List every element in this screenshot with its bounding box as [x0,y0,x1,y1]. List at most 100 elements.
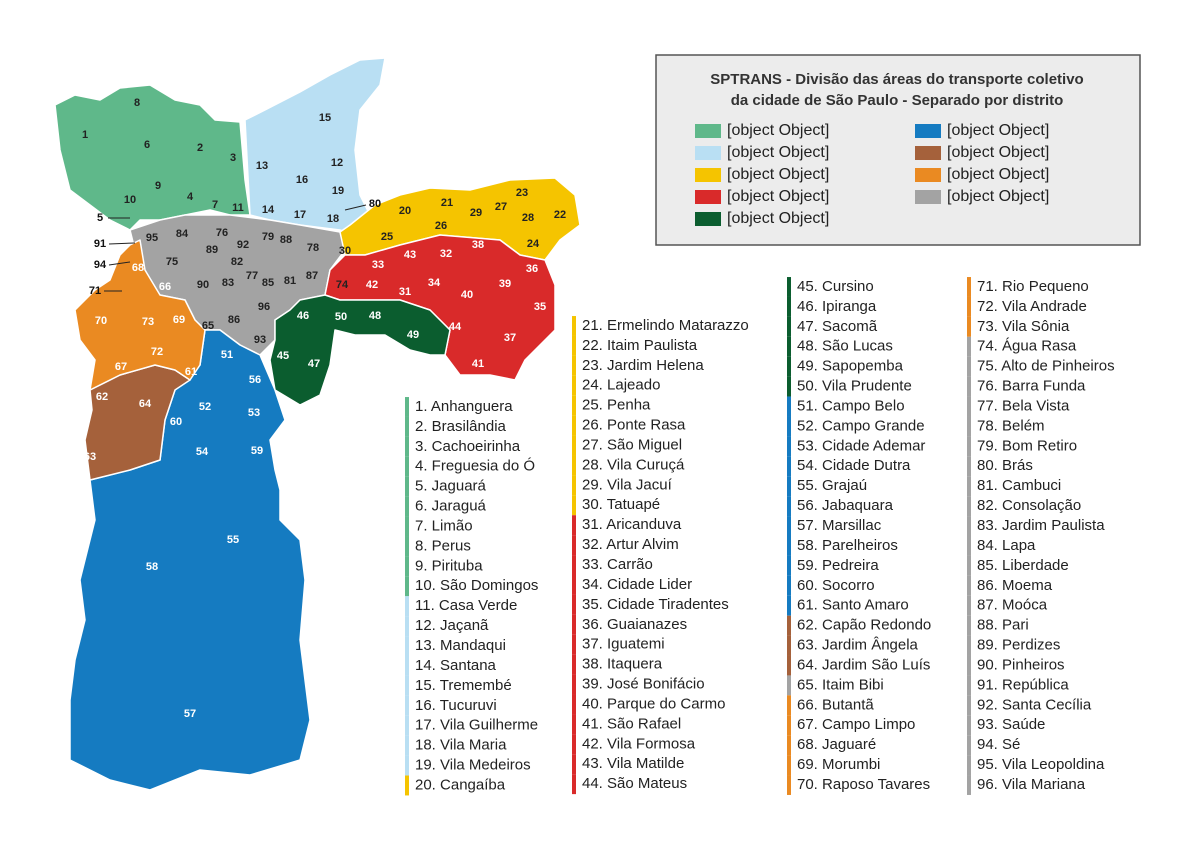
district-number: 96 [258,301,270,313]
district-name: 11. Casa Verde [415,597,517,614]
district-number: 57 [184,708,196,720]
district-number: 55 [227,534,239,546]
area-bar [405,436,409,457]
district-number: 63 [84,451,96,463]
area-bar [572,335,576,356]
region [269,294,451,406]
area-bar [787,416,791,437]
district-name: 65. Itaim Bibi [797,676,884,693]
district-number: 84 [176,228,189,240]
area-bar [967,496,971,517]
area-bar [787,496,791,517]
legend: [object Object] [object Object] [object Ob… [695,122,1049,227]
district-name: 24. Lajeado [582,377,660,394]
area-bar [787,316,791,337]
district-name: 69. Morumbi [797,756,880,773]
area-bar [787,376,791,397]
area-bar [787,755,791,776]
district-number: 50 [335,311,347,323]
district-name: 94. Sé [977,736,1020,753]
area-bar [405,656,409,676]
area-bar [787,695,791,716]
district-number: 61 [185,366,197,378]
district-name: 54. Cidade Dutra [797,457,911,474]
district-number: 51 [221,349,233,361]
map [54,57,581,791]
district-number: 70 [95,315,107,327]
district-name: 59. Pedreira [797,557,879,574]
area-bar [787,735,791,756]
district-name: 42. Vila Formosa [582,735,696,752]
area-bar [967,715,971,736]
district-name: 40. Parque do Carmo [582,695,725,712]
district-number: 66 [159,281,171,293]
district-number: 36 [526,263,538,275]
district-number: 90 [197,279,209,291]
district-name: 36. Guaianazes [582,616,687,633]
district-name: 51. Campo Belo [797,397,905,414]
district-name: 77. Bela Vista [977,397,1070,414]
area-bar [572,515,576,536]
district-name: 10. São Domingos [415,577,538,594]
district-name: 83. Jardim Paulista [977,517,1105,534]
area-bar [572,395,576,416]
area-bar [405,715,409,736]
area-bar [787,655,791,676]
district-name: 78. Belém [977,417,1045,434]
area-bar [967,376,971,397]
legend-label: [object Object] [947,122,1049,139]
area-bar [967,516,971,536]
region [74,239,206,391]
district-number: 35 [534,301,546,313]
district-name: 44. São Mateus [582,775,687,792]
area-bar [787,615,791,636]
area-bar [967,536,971,556]
district-name: 89. Perdizes [977,637,1060,654]
area-bar [572,355,576,376]
leader-line [108,242,136,245]
district-number: 24 [527,238,540,250]
area-bar [572,316,576,336]
district-name: 61. Santo Amaro [797,597,909,614]
district-number: 4 [187,191,194,203]
district-name: 76. Barra Funda [977,378,1086,395]
area-bar [405,496,409,517]
area-bar [967,555,971,576]
area-bar [572,714,576,735]
district-name: 53. Cidade Ademar [797,437,925,454]
area-bar [967,775,971,795]
district-number: 91 [94,238,106,250]
area-bar [967,575,971,596]
legend-swatch [695,212,721,226]
district-number: 29 [470,207,482,219]
district-number: 53 [248,407,260,419]
area-bar [967,735,971,756]
district-name: 91. República [977,676,1069,693]
area-bar [405,596,409,617]
leader-line [108,261,131,266]
area-bar [967,615,971,636]
area-bar [405,456,409,477]
district-name: 63. Jardim Ângela [797,637,919,654]
district-name: 29. Vila Jacuí [582,476,673,493]
legend-label: [object Object] [727,166,829,183]
area-bar [405,636,409,656]
area-bar [572,694,576,715]
district-number: 26 [435,220,447,232]
district-name: 25. Penha [582,397,651,414]
district-name: 34. Cidade Lider [582,576,692,593]
district-name: 5. Jaguará [415,478,487,495]
district-number: 1 [82,129,88,141]
district-name: 22. Itaim Paulista [582,337,698,354]
district-number: 60 [170,416,182,428]
district-number: 27 [495,201,507,213]
area-bar [572,754,576,775]
legend-title: SPTRANS - Divisão das áreas do transport… [710,71,1083,88]
district-list: 1. Anhanguera 2. Brasilândia 3. Cachoeirin… [405,277,1115,796]
area-bar [787,476,791,497]
area-bar [405,775,409,796]
area-bar [405,616,409,637]
district-number: 94 [94,259,107,271]
area-bar [405,397,409,417]
district-number: 74 [336,279,349,291]
